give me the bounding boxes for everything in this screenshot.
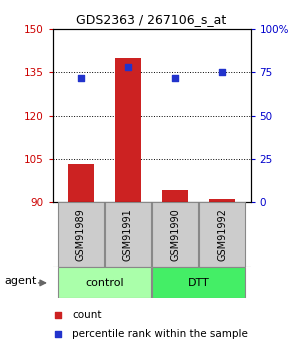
- Bar: [162, 190, 188, 202]
- Point: [56, 331, 61, 336]
- Point: [173, 75, 178, 80]
- Text: GSM91990: GSM91990: [170, 208, 180, 261]
- Text: GDS2363 / 267106_s_at: GDS2363 / 267106_s_at: [76, 13, 226, 26]
- Text: DTT: DTT: [188, 278, 209, 288]
- Bar: [209, 199, 235, 202]
- Point: [220, 70, 225, 75]
- Text: percentile rank within the sample: percentile rank within the sample: [72, 328, 248, 338]
- Bar: [152, 202, 198, 267]
- Bar: [105, 202, 151, 267]
- Point: [78, 75, 83, 80]
- Bar: [115, 58, 141, 202]
- Text: control: control: [85, 278, 124, 288]
- Bar: [58, 267, 151, 298]
- Point: [125, 65, 130, 70]
- Text: GSM91989: GSM91989: [76, 208, 86, 261]
- Text: GSM91991: GSM91991: [123, 208, 133, 261]
- Bar: [68, 165, 94, 202]
- Point: [56, 313, 61, 318]
- Text: agent: agent: [4, 276, 37, 286]
- Text: GSM91992: GSM91992: [217, 208, 227, 261]
- Text: count: count: [72, 310, 102, 321]
- Bar: [199, 202, 245, 267]
- Bar: [152, 267, 245, 298]
- Bar: [58, 202, 104, 267]
